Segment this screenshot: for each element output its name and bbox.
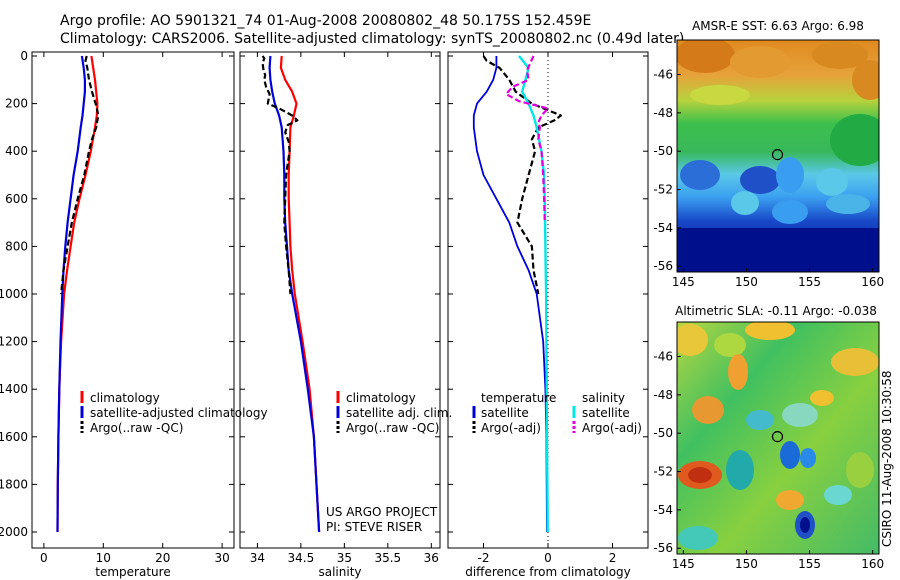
legend-label-argo: Argo(..raw -QC) [346,421,439,435]
legend-label-satellite: satellite-adjusted climatology [90,406,268,420]
series-line-argo-adj- [505,55,550,223]
x-tick-label: 20 [155,551,170,565]
difference-legend: temperature satellite Argo(-adj) salinit… [472,391,642,435]
sst-map-frame [676,39,880,273]
map-x-tick-label: 145 [672,557,695,571]
y-tick-label: 1600 [0,430,28,444]
y-tick-label: 200 [5,97,28,111]
plot-frame [239,51,441,549]
y-tick-label: 600 [5,192,28,206]
legend-label-climatology: climatology [90,391,160,405]
temperature-panel: 0 10 20 30 temperature 0 200 400 600 800 1000 1200 1… [0,49,235,579]
map-y-tick-label: -46 [653,350,673,364]
credit-line1: US ARGO PROJECT [326,505,438,519]
legend-label-satellite: satellite adj. clim. [346,406,452,420]
x-tick-label: 2 [609,551,617,565]
header-line2: Climatology: CARS2006. Satellite-adjuste… [60,31,684,47]
y-tick-label: 400 [5,144,28,158]
map-y-tick-label: -56 [653,259,673,273]
y-tick-label: 0 [20,49,28,63]
map-x-tick-label: 155 [798,275,821,289]
map-x-tick-label: 160 [861,557,884,571]
salinity-panel: 34 34.5 35 35.5 36 salinity [239,51,441,579]
x-axis-label: temperature [95,565,170,579]
x-tick-label: 35.5 [374,551,401,565]
x-axis-label: difference from climatology [465,565,631,579]
map-y-tick-label: -56 [653,541,673,555]
temperature-legend: climatology satellite-adjusted climatolo… [80,391,268,435]
map-y-tick-label: -52 [653,465,673,479]
legend-label-climatology: climatology [346,391,416,405]
y-tick-label: 1000 [0,287,28,301]
legend-label-sal-satellite: satellite [582,406,630,420]
series-line-argo-raw-qc- [60,55,100,295]
x-tick-label: 35 [337,551,352,565]
x-tick-label: 30 [214,551,229,565]
series-line-satellite-adj-clim- [268,55,321,533]
map-y-tick-label: -54 [653,503,673,517]
legend-title-salinity: salinity [582,391,625,405]
series-line-satellite [472,56,548,533]
x-tick-label: 34.5 [288,551,315,565]
sst-map [677,40,879,272]
sla-map [677,322,879,554]
map-x-tick-label: 160 [861,275,884,289]
series-line-climatology [56,55,99,533]
series-line-satellite [518,55,549,533]
y-tick-label: 800 [5,239,28,253]
y-tick-label: 1200 [0,335,28,349]
x-tick-label: 36 [424,551,439,565]
map-y-tick-label: -48 [653,388,673,402]
map-y-tick-label: -54 [653,221,673,235]
x-tick-label: 10 [96,551,111,565]
map-y-tick-label: -52 [653,183,673,197]
legend-label-sal-argo: Argo(-adj) [582,421,642,435]
map-x-tick-label: 150 [735,275,758,289]
legend-label-argo: Argo(..raw -QC) [90,421,183,435]
map-y-tick-label: -50 [653,144,673,158]
sla-map-ticks: 145 150 155 160 -46 -48 -50 -52 -54 -56 [653,350,884,571]
map-y-tick-label: -50 [653,426,673,440]
salinity-legend: climatology satellite adj. clim. Argo(..… [336,391,452,435]
legend-title-temperature: temperature [481,391,556,405]
credit-line2: PI: STEVE RISER [326,520,422,534]
sst-map-ticks: 145 150 155 160 -46 -48 -50 -52 -54 -56 [653,68,884,289]
x-tick-label: 0 [544,551,552,565]
map-y-tick-label: -46 [653,68,673,82]
header-line1: Argo profile: AO 5901321_74 01-Aug-2008 … [60,13,591,29]
x-axis-label: salinity [318,565,361,579]
x-tick-label: 0 [40,551,48,565]
series-line-climatology [279,55,321,533]
sla-map-title: Altimetric SLA: -0.11 Argo: -0.038 [675,304,877,318]
x-tick-label: -2 [477,551,489,565]
map-x-tick-label: 145 [672,275,695,289]
sst-argo-marker [771,149,784,161]
map-x-tick-label: 155 [798,557,821,571]
plot-frame [31,51,235,549]
legend-label-temp-argo: Argo(-adj) [481,421,541,435]
sst-map-title: AMSR-E SST: 6.63 Argo: 6.98 [692,19,864,33]
y-tick-label: 1800 [0,477,28,491]
map-y-tick-label: -48 [653,106,673,120]
legend-label-temp-satellite: satellite [481,406,529,420]
series-line-argo-adj- [482,55,563,295]
map-x-tick-label: 150 [735,557,758,571]
sla-argo-marker [771,431,784,443]
sla-map-frame [676,321,880,555]
series-line-argo-raw-qc- [261,55,299,295]
x-tick-label: 34 [250,551,265,565]
y-tick-label: 1400 [0,382,28,396]
y-tick-label: 2000 [0,525,28,539]
series-line-satellite-adjusted-climatology [56,55,87,533]
side-timestamp: CSIRO 11-Aug-2008 10:30:58 [880,371,894,547]
